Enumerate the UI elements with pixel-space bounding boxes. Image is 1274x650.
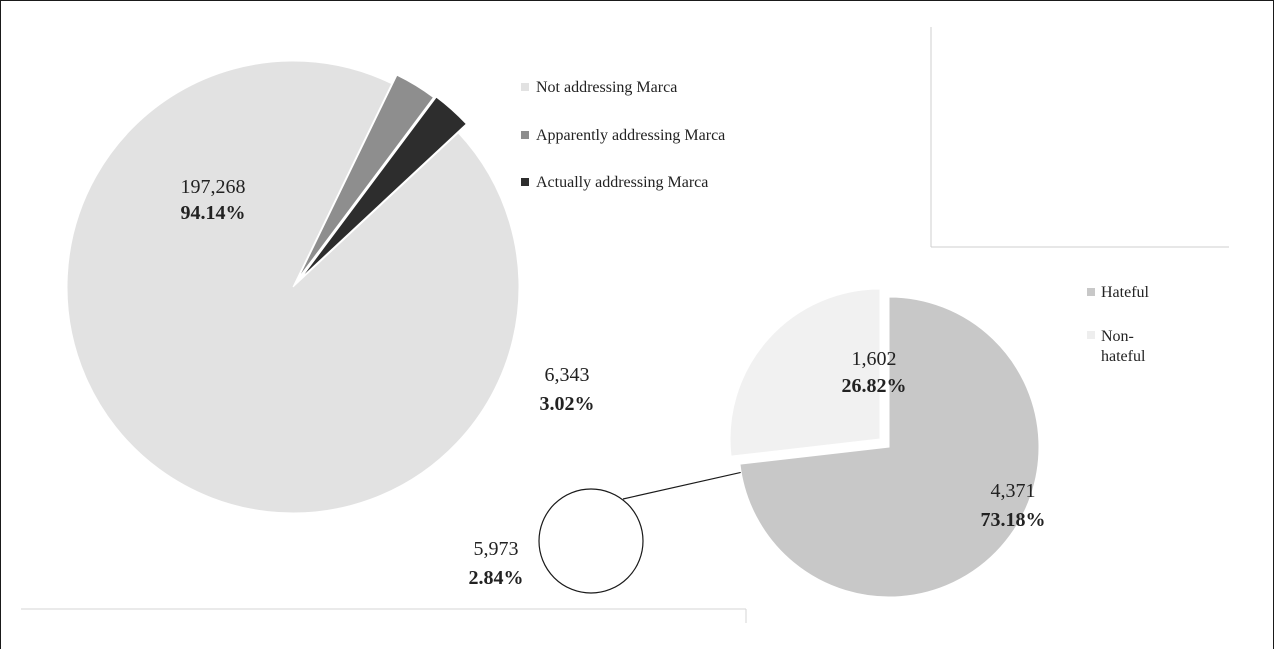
legend-swatch-non-hateful [1087, 331, 1095, 339]
slice-hateful [739, 296, 1040, 598]
label-percent-not-addressing: 94.14% [181, 202, 246, 224]
slice-not-addressing [66, 60, 520, 514]
main-pie [66, 60, 520, 514]
legend-label-apparently-addressing: Apparently addressing Marca [536, 127, 725, 144]
label-percent-apparently-addressing: 3.02% [540, 393, 595, 415]
label-percent-non-hateful: 26.82% [842, 375, 907, 397]
legend-swatch-not-addressing [521, 83, 529, 91]
legend-secondary: Hateful Non- hateful [1087, 284, 1150, 365]
legend-label-non-hateful-line2: hateful [1101, 348, 1146, 365]
legend-label-not-addressing: Not addressing Marca [536, 79, 677, 96]
legend-swatch-apparently-addressing [521, 131, 529, 139]
legend-label-hateful: Hateful [1101, 284, 1150, 301]
legend-swatch-actually-addressing [521, 178, 529, 186]
slice-apparently-addressing [297, 74, 435, 279]
zoom-circle [538, 488, 644, 594]
legend-swatch-hateful [1087, 288, 1095, 296]
label-percent-hateful: 73.18% [981, 509, 1046, 531]
label-value-actually-addressing: 5,973 [474, 538, 519, 560]
slice-non-hateful [729, 288, 881, 457]
label-value-apparently-addressing: 6,343 [545, 364, 590, 386]
label-percent-actually-addressing: 2.84% [469, 567, 524, 589]
slice-actually-addressing [300, 96, 468, 279]
legend-label-non-hateful: Non- hateful [1101, 328, 1146, 365]
legend-label-actually-addressing: Actually addressing Marca [536, 174, 708, 191]
label-value-not-addressing: 197,268 [181, 176, 246, 198]
label-value-non-hateful: 1,602 [852, 348, 897, 370]
legend-main: Not addressing Marca Apparently addressi… [521, 79, 725, 191]
secondary-pie [729, 288, 1040, 598]
legend-label-non-hateful-line1: Non- [1101, 328, 1134, 345]
label-value-hateful: 4,371 [991, 480, 1036, 502]
